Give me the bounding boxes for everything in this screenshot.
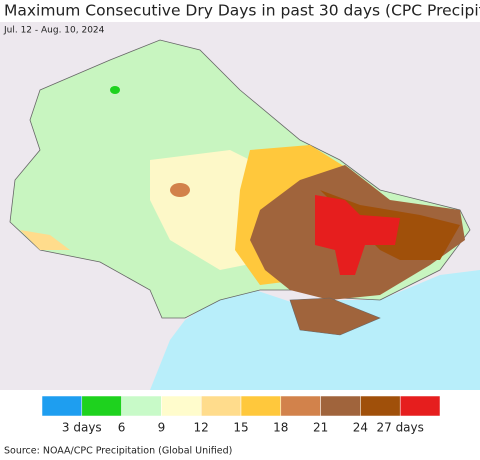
title: Maximum Consecutive Dry Days in past 30 … (4, 2, 480, 20)
legend-label: 15 (233, 421, 248, 435)
legend-label: 12 (194, 421, 209, 435)
legend-swatch (360, 395, 401, 417)
legend-label: 18 (273, 421, 288, 435)
legend-label: 24 (353, 421, 368, 435)
legend-swatch (240, 395, 282, 417)
legend-swatch (320, 395, 361, 417)
subtitle: Jul. 12 - Aug. 10, 2024 (3, 26, 105, 36)
legend-swatch (280, 395, 321, 417)
legend-label: 9 (158, 421, 166, 435)
dry-zone-west (20, 230, 70, 250)
legend-swatch (161, 395, 202, 417)
legend-swatch (200, 395, 242, 417)
map (0, 22, 480, 390)
dry-spot (170, 183, 190, 197)
wet-spot (110, 86, 120, 94)
source: Source: NOAA/CPC Precipitation (Global U… (4, 446, 232, 457)
peninsula (289, 297, 381, 336)
legend: 3 days 6 9 12 15 18 21 24 27 days (41, 395, 441, 435)
legend-label: 21 (313, 421, 328, 435)
dry-zone-max (315, 195, 400, 275)
legend-swatch (399, 395, 441, 417)
legend-label: 3 days (62, 421, 102, 435)
legend-swatch (81, 395, 122, 417)
legend-swatch (41, 395, 83, 417)
legend-swatch (121, 395, 162, 417)
legend-label: 27 days (376, 421, 423, 435)
legend-label: 6 (118, 421, 126, 435)
